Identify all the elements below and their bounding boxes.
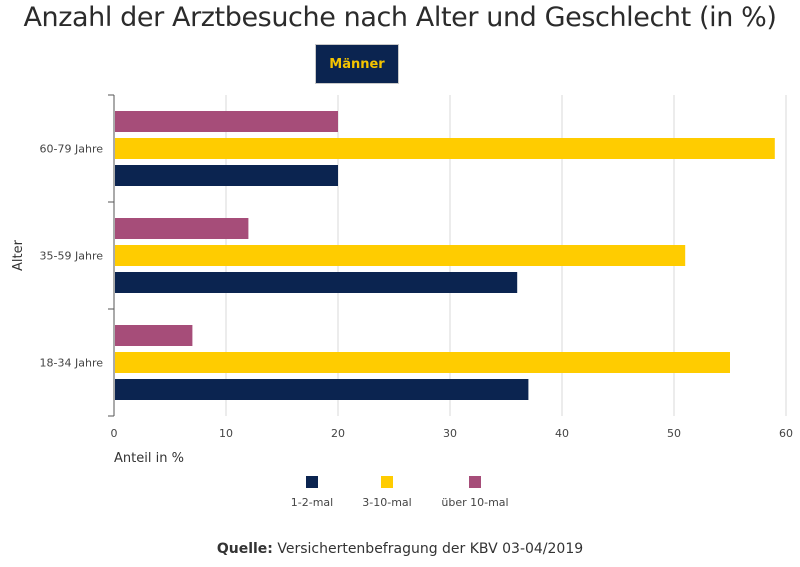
chart-legend: 1-2-mal 3-10-mal über 10-mal	[0, 476, 800, 516]
y-axis-title: Alter	[11, 239, 26, 271]
x-tick-label: 0	[111, 427, 118, 440]
bar	[115, 352, 730, 373]
legend-swatch	[306, 476, 318, 488]
category-label: 60-79 Jahre	[40, 143, 104, 156]
legend-label: 3-10-mal	[362, 496, 412, 509]
x-tick-label: 40	[555, 427, 569, 440]
legend-label: 1-2-mal	[290, 496, 334, 509]
bar	[115, 165, 338, 186]
legend-swatch	[469, 476, 481, 488]
bar	[115, 245, 686, 266]
source-label: Quelle:	[216, 541, 273, 557]
bar	[115, 379, 529, 400]
chart-title: Anzahl der Arztbesuche nach Alter und Ge…	[23, 2, 777, 33]
bar	[115, 138, 775, 159]
x-tick-label: 20	[331, 427, 345, 440]
x-tick-label: 60	[779, 427, 793, 440]
legend-item[interactable]: über 10-mal	[430, 476, 520, 509]
bar	[115, 325, 193, 346]
tab-maenner-label: Männer	[329, 56, 385, 72]
legend-label: über 10-mal	[441, 496, 509, 509]
category-label: 35-59 Jahre	[40, 250, 104, 263]
legend-item[interactable]: 3-10-mal	[342, 476, 432, 509]
source-text: Versichertenbefragung der KBV 03-04/2019	[277, 541, 584, 557]
x-tick-label: 30	[443, 427, 457, 440]
bar	[115, 272, 518, 293]
legend-item[interactable]: 1-2-mal	[267, 476, 357, 509]
bar	[115, 111, 338, 132]
legend-swatch	[381, 476, 393, 488]
x-axis-title: Anteil in %	[114, 451, 184, 466]
bar	[115, 218, 249, 239]
category-label: 18-34 Jahre	[40, 357, 104, 370]
tab-maenner[interactable]: Männer	[315, 44, 399, 84]
source-note: Quelle: Versichertenbefragung der KBV 03…	[0, 541, 800, 557]
x-tick-label: 50	[667, 427, 681, 440]
x-tick-label: 10	[219, 427, 233, 440]
bar-chart: 0 10 20 30 40 50 60 60-79 Jahre 35-59 Jahre 18-34…	[11, 94, 793, 466]
